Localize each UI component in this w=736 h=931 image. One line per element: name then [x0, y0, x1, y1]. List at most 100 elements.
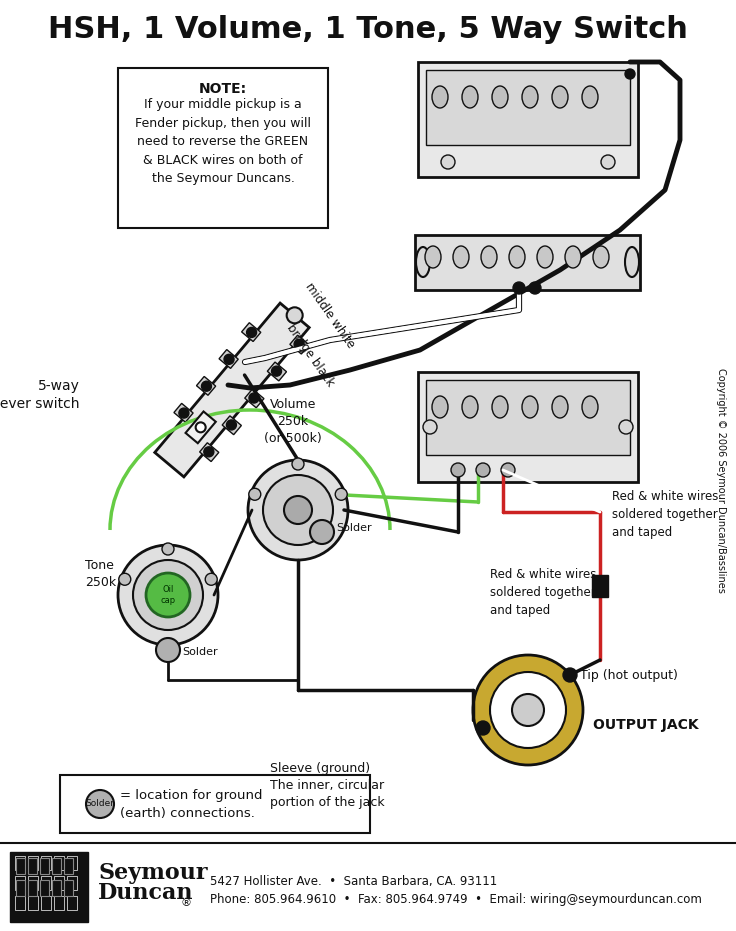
Ellipse shape — [537, 246, 553, 268]
Circle shape — [179, 408, 189, 418]
Text: HSH, 1 Volume, 1 Tone, 5 Way Switch: HSH, 1 Volume, 1 Tone, 5 Way Switch — [48, 16, 688, 45]
Bar — [28, 880, 37, 896]
Bar — [418, 62, 638, 177]
Circle shape — [476, 463, 490, 477]
Text: Copyright © 2006 Seymour Duncan/Basslines: Copyright © 2006 Seymour Duncan/Bassline… — [716, 368, 726, 592]
Bar — [64, 858, 73, 874]
Polygon shape — [219, 349, 238, 369]
Text: Duncan: Duncan — [98, 882, 194, 904]
Ellipse shape — [522, 396, 538, 418]
Bar — [52, 858, 61, 874]
Bar — [28, 876, 38, 890]
Bar — [10, 852, 88, 922]
Circle shape — [146, 573, 190, 617]
Polygon shape — [290, 335, 309, 354]
Text: = location for ground
(earth) connections.: = location for ground (earth) connection… — [120, 789, 263, 819]
Circle shape — [501, 463, 515, 477]
Text: 5427 Hollister Ave.  •  Santa Barbara, CA. 93111: 5427 Hollister Ave. • Santa Barbara, CA.… — [210, 875, 498, 888]
Bar — [67, 856, 77, 870]
Circle shape — [529, 282, 541, 294]
Polygon shape — [241, 323, 261, 342]
Text: Tip (hot output): Tip (hot output) — [580, 668, 678, 681]
Circle shape — [294, 339, 304, 349]
Ellipse shape — [582, 86, 598, 108]
Circle shape — [601, 155, 615, 169]
Ellipse shape — [582, 396, 598, 418]
Circle shape — [263, 475, 333, 545]
Text: 5-way
lever switch: 5-way lever switch — [0, 379, 80, 412]
Text: OUTPUT JACK: OUTPUT JACK — [593, 718, 698, 732]
Bar — [64, 880, 73, 896]
Polygon shape — [199, 443, 219, 462]
Bar — [41, 856, 51, 870]
Circle shape — [272, 366, 282, 376]
Polygon shape — [185, 412, 216, 443]
Bar — [15, 856, 25, 870]
Bar — [426, 380, 630, 455]
Bar — [118, 68, 328, 228]
Circle shape — [284, 496, 312, 524]
Circle shape — [249, 393, 259, 403]
Ellipse shape — [462, 396, 478, 418]
Polygon shape — [155, 304, 309, 477]
Bar — [52, 880, 61, 896]
Circle shape — [563, 668, 577, 682]
Text: Volume
250k
(or 500k): Volume 250k (or 500k) — [264, 398, 322, 445]
Ellipse shape — [565, 246, 581, 268]
Text: Phone: 805.964.9610  •  Fax: 805.964.9749  •  Email: wiring@seymourduncan.com: Phone: 805.964.9610 • Fax: 805.964.9749 … — [210, 893, 702, 906]
Ellipse shape — [522, 86, 538, 108]
Circle shape — [204, 447, 214, 457]
Bar — [426, 70, 630, 145]
Circle shape — [476, 721, 490, 735]
Text: Tone
250k: Tone 250k — [85, 559, 116, 589]
Bar — [41, 876, 51, 890]
Text: Red & white wires
soldered together
and taped: Red & white wires soldered together and … — [612, 490, 718, 539]
Ellipse shape — [593, 246, 609, 268]
Bar — [40, 858, 49, 874]
Text: Sleeve (ground)
The inner, circular
portion of the jack: Sleeve (ground) The inner, circular port… — [270, 762, 385, 809]
Bar — [40, 880, 49, 896]
Circle shape — [619, 420, 633, 434]
Ellipse shape — [416, 247, 430, 277]
Ellipse shape — [453, 246, 469, 268]
Bar — [16, 858, 25, 874]
Circle shape — [202, 381, 211, 391]
Circle shape — [224, 355, 234, 364]
Circle shape — [133, 560, 203, 630]
Bar — [418, 372, 638, 482]
Circle shape — [249, 488, 261, 500]
Circle shape — [248, 460, 348, 560]
Bar — [28, 856, 38, 870]
Text: NOTE:: NOTE: — [199, 82, 247, 96]
Bar — [16, 880, 25, 896]
Ellipse shape — [552, 396, 568, 418]
Bar — [41, 896, 51, 910]
Bar — [592, 575, 608, 597]
Circle shape — [286, 307, 302, 323]
Text: Solder: Solder — [85, 800, 115, 808]
Ellipse shape — [492, 86, 508, 108]
Circle shape — [247, 328, 257, 337]
Ellipse shape — [492, 396, 508, 418]
Ellipse shape — [481, 246, 497, 268]
Polygon shape — [245, 389, 264, 408]
Circle shape — [118, 545, 218, 645]
Circle shape — [625, 69, 635, 79]
Polygon shape — [222, 416, 241, 435]
Ellipse shape — [425, 246, 441, 268]
Text: bridge black: bridge black — [283, 321, 336, 389]
Text: Oil
cap: Oil cap — [160, 586, 176, 605]
Text: Seymour: Seymour — [98, 862, 208, 884]
Circle shape — [196, 423, 205, 432]
Bar — [28, 896, 38, 910]
Text: middle white: middle white — [302, 280, 358, 350]
Circle shape — [490, 672, 566, 748]
Polygon shape — [267, 362, 286, 381]
Text: If your middle pickup is a
Fender pickup, then you will
need to reverse the GREE: If your middle pickup is a Fender pickup… — [135, 98, 311, 185]
Bar — [60, 775, 370, 833]
Circle shape — [162, 543, 174, 555]
Circle shape — [310, 520, 334, 544]
Polygon shape — [197, 376, 216, 396]
Text: ®: ® — [180, 898, 191, 908]
Circle shape — [156, 638, 180, 662]
